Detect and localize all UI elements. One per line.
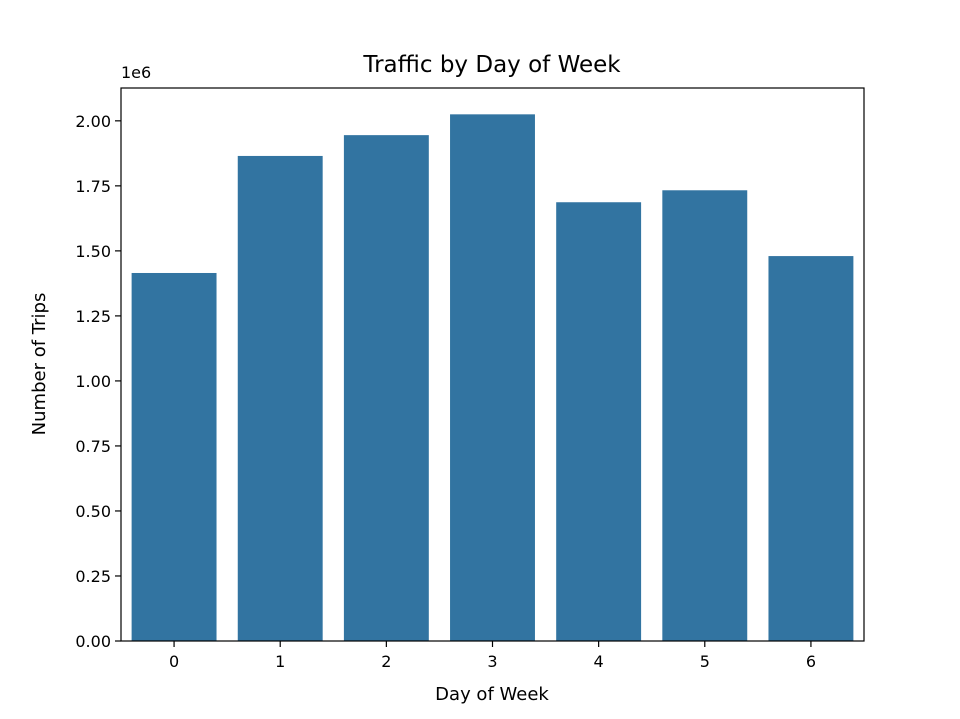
bar-day-1	[237, 155, 323, 641]
y-tick-label: 1.25	[75, 307, 111, 326]
y-tick-label: 1.50	[75, 242, 111, 261]
bar-day-5	[662, 190, 748, 642]
x-tick-label: 2	[381, 652, 391, 671]
y-tick-label: 0.00	[75, 632, 111, 651]
bar-day-6	[768, 256, 854, 641]
bars-layer	[131, 114, 854, 642]
x-tick-label: 0	[169, 652, 179, 671]
bar-day-2	[343, 135, 429, 641]
x-tick-label: 6	[806, 652, 816, 671]
y-tick-label: 1.00	[75, 372, 111, 391]
y-tick-label: 0.75	[75, 437, 111, 456]
x-ticks-layer: 0 1 2 3 4 5 6	[169, 641, 816, 671]
x-tick-label: 1	[275, 652, 285, 671]
bar-day-0	[131, 272, 217, 641]
x-axis-label: Day of Week	[435, 684, 549, 705]
y-ticks-layer: 0.00 0.25 0.50 0.75 1.00 1.25 1.50 1.75 2.00	[75, 112, 121, 651]
y-tick-label: 1.75	[75, 177, 111, 196]
y-tick-label: 2.00	[75, 112, 111, 131]
x-tick-label: 4	[594, 652, 604, 671]
plot-frame	[120, 87, 865, 642]
y-axis-offset-label: 1e6	[121, 63, 151, 82]
y-tick-label: 0.25	[75, 567, 111, 586]
y-axis-label: Number of Trips	[29, 293, 50, 436]
y-tick-label: 0.50	[75, 502, 111, 521]
x-tick-label: 3	[487, 652, 497, 671]
x-tick-label: 5	[700, 652, 710, 671]
bar-day-3	[450, 114, 535, 642]
bar-day-4	[556, 202, 642, 641]
chart-title: Traffic by Day of Week	[362, 52, 621, 78]
